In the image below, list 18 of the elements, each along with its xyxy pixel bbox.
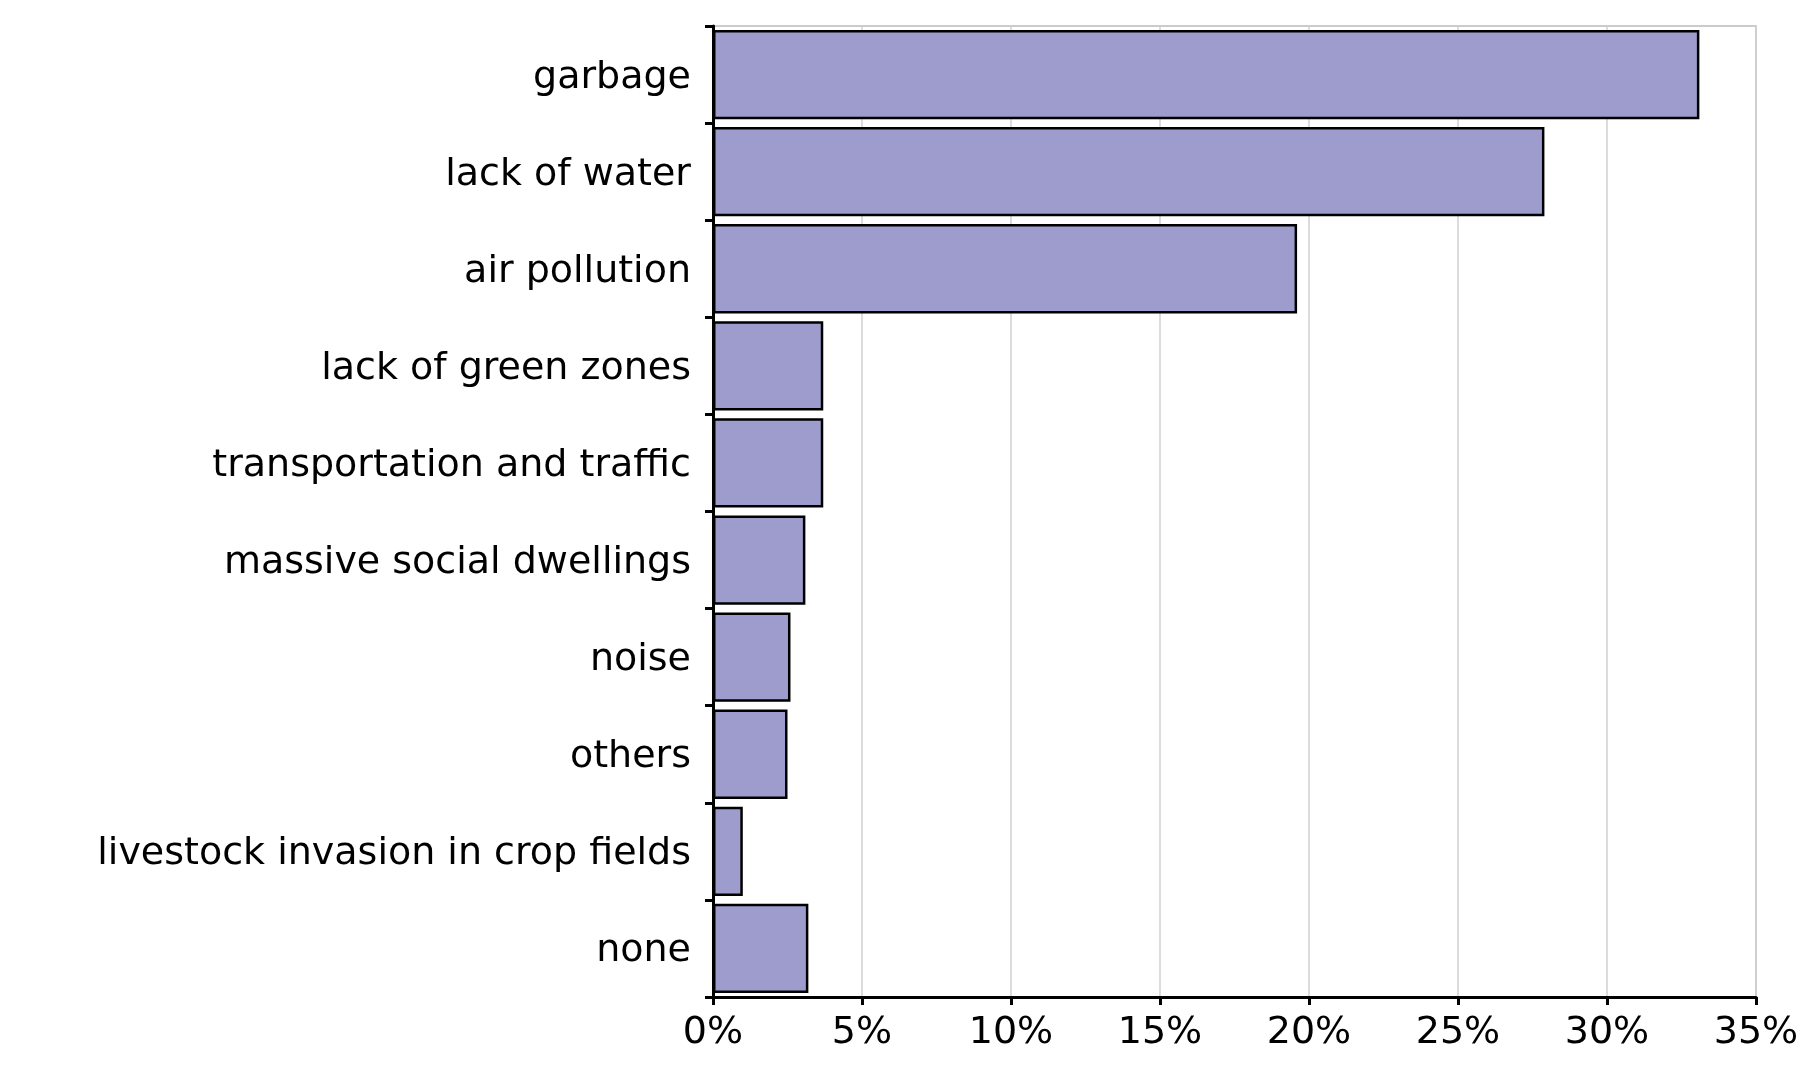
x-tick-label: 25% <box>1415 1008 1501 1052</box>
x-tick-label: 20% <box>1266 1008 1352 1052</box>
y-tick-label: massive social dwellings <box>223 538 691 583</box>
y-tick-label: none <box>596 926 691 971</box>
y-tick-label: garbage <box>533 52 691 97</box>
x-tick-label: 30% <box>1564 1008 1650 1052</box>
y-tick-label: transportation and traffic <box>212 440 691 485</box>
y-tick-label: livestock invasion in crop fields <box>97 829 691 874</box>
y-tick-label: air pollution <box>464 246 691 291</box>
y-tick-label: lack of water <box>445 149 692 194</box>
x-tick-label: 5% <box>831 1008 893 1052</box>
x-tick-label: 0% <box>682 1008 744 1052</box>
y-tick-label: others <box>569 732 691 777</box>
y-tick-label: lack of green zones <box>321 343 691 388</box>
x-tick-label: 10% <box>968 1008 1054 1052</box>
y-tick-label: noise <box>589 635 691 680</box>
x-tick-label: 35% <box>1713 1008 1799 1052</box>
x-tick-label: 15% <box>1117 1008 1203 1052</box>
